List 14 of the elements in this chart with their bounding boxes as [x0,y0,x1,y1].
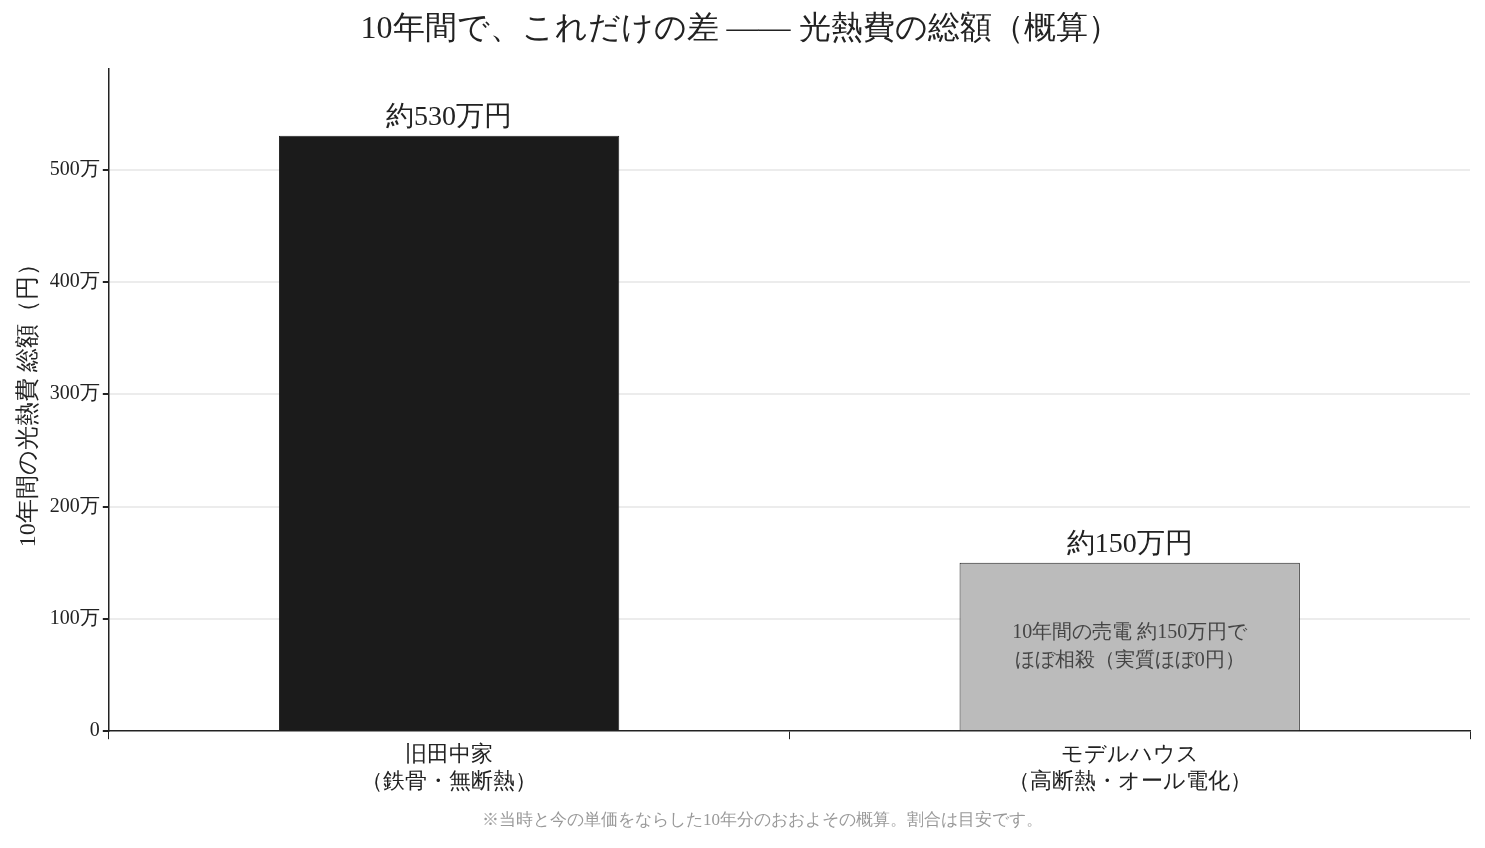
y-tick-label: 0 [89,718,100,741]
x-tick-label: 旧田中家（鉄骨・無断熱） [361,741,538,793]
y-tick-label: 500万 [49,156,100,179]
x-tick-label: モデルハウス（高断熱・オール電化） [1007,741,1252,793]
y-axis-title: 10年間の光熱費 総額（円） [13,252,40,548]
y-tick-label: 300万 [49,381,100,404]
y-tick-label: 100万 [49,606,100,629]
data-label: 約150万円 [1066,527,1193,559]
y-tick-label: 200万 [49,493,100,516]
data-label: 約530万円 [386,100,513,132]
annotation: 10年間の売電 約150万円でほぼ相殺（実質ほぼ0円） [1012,619,1249,670]
chart-title: 10年間で、これだけの差 —— 光熱費の総額（概算） [360,8,1120,45]
text: ※当時と今の単価をならした10年分のおおよその概算。割合は目安です。 [482,810,1043,830]
y-tick-label: 400万 [49,269,100,292]
